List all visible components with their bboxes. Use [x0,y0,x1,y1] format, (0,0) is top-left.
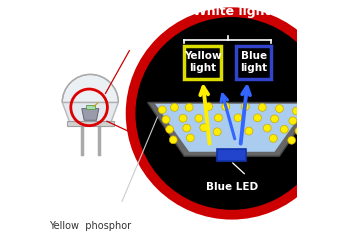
Polygon shape [82,109,99,120]
Circle shape [158,106,166,114]
Circle shape [169,136,177,144]
Text: Yellow
light: Yellow light [184,51,221,73]
Circle shape [183,124,191,132]
Circle shape [259,103,266,111]
Circle shape [162,116,170,123]
Circle shape [242,103,249,111]
Circle shape [288,136,296,144]
Bar [217,149,246,161]
Circle shape [234,114,242,122]
Circle shape [254,114,261,122]
Text: White light: White light [193,5,270,18]
Polygon shape [155,104,309,152]
Circle shape [205,103,213,111]
Circle shape [245,127,253,135]
Circle shape [270,115,279,123]
Circle shape [166,125,173,133]
Circle shape [213,128,221,136]
Bar [236,46,272,79]
Circle shape [280,125,288,133]
Text: Yellow  phosphor: Yellow phosphor [49,221,131,231]
Polygon shape [86,105,95,109]
Polygon shape [62,102,118,122]
Circle shape [215,114,222,122]
Circle shape [186,134,194,142]
Text: Blue
light: Blue light [240,51,267,73]
Circle shape [295,127,303,135]
Polygon shape [148,102,316,156]
Bar [184,46,222,79]
Wedge shape [62,74,118,102]
Circle shape [263,124,271,132]
Circle shape [171,103,178,111]
Text: Blue LED: Blue LED [206,182,258,192]
Circle shape [269,134,277,142]
Circle shape [131,12,333,215]
Circle shape [292,107,300,115]
Polygon shape [67,121,113,126]
Circle shape [275,105,283,112]
Circle shape [195,114,203,122]
Circle shape [179,114,187,122]
Circle shape [289,117,297,125]
Circle shape [185,103,193,111]
Circle shape [200,124,208,132]
Circle shape [222,103,230,111]
